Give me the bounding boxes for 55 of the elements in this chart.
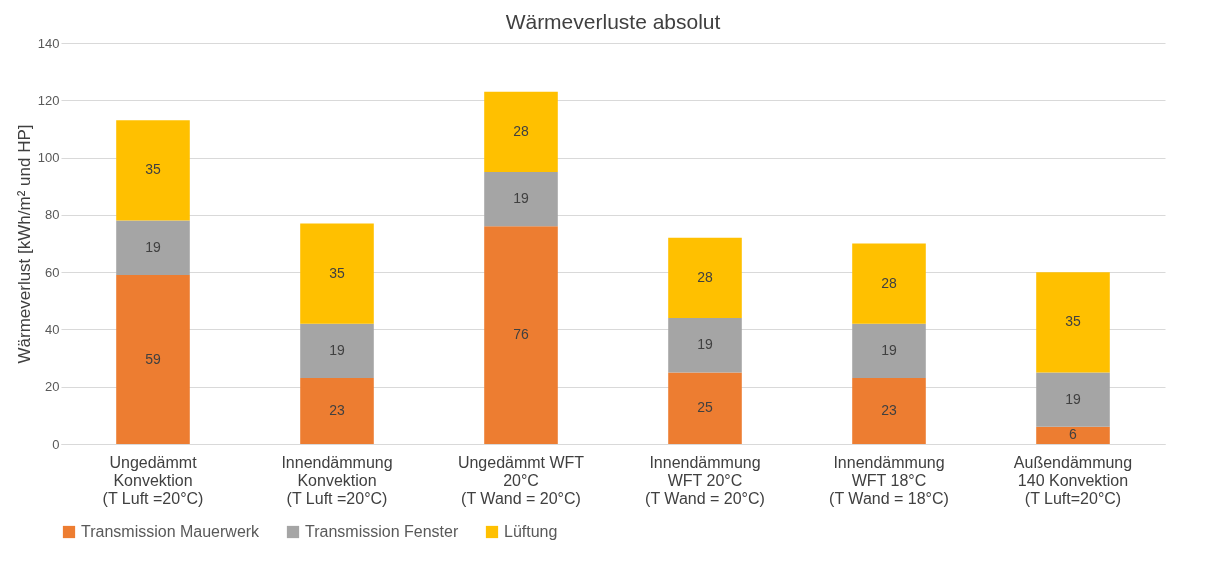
bar xyxy=(1036,272,1110,373)
data-label: 35 xyxy=(1065,313,1081,330)
data-label: 23 xyxy=(329,402,345,419)
bar xyxy=(1036,372,1110,427)
y-tick-label: 120 xyxy=(37,92,60,108)
bar xyxy=(852,378,926,444)
bar xyxy=(484,91,558,172)
y-tick-label: 40 xyxy=(45,321,60,337)
data-label: 76 xyxy=(513,326,529,343)
x-tick-label: Ungedämmt Konvektion (T Luft =20°C) xyxy=(102,453,204,507)
bar xyxy=(668,372,742,444)
data-label: 19 xyxy=(881,341,897,358)
data-label: 19 xyxy=(513,190,529,207)
y-tick-label: 140 xyxy=(37,35,60,51)
bar xyxy=(484,171,558,227)
bar xyxy=(300,378,374,444)
bar xyxy=(116,220,190,276)
bar xyxy=(300,323,374,379)
bar xyxy=(116,275,190,444)
data-label: 28 xyxy=(513,122,529,139)
data-label: 6 xyxy=(1069,426,1078,443)
y-tick-label: 100 xyxy=(37,150,60,166)
chart-title: Wärmeverluste absolut xyxy=(505,10,721,33)
data-label: 19 xyxy=(697,336,713,353)
x-tick-label: Außendämmung 140 Konvektion (T Luft=20°C) xyxy=(1013,453,1133,507)
data-label: 25 xyxy=(697,399,713,416)
bar xyxy=(668,237,742,318)
x-tick-label: Innendämmung WFT 18°C (T Wand = 18°C) xyxy=(829,453,949,507)
data-label: 35 xyxy=(329,264,345,281)
legend-label: Transmission Mauerwerk xyxy=(81,523,261,540)
y-tick-label: 0 xyxy=(52,436,60,452)
data-label: 28 xyxy=(881,274,897,291)
data-label: 19 xyxy=(1065,390,1081,407)
data-label: 19 xyxy=(145,238,161,255)
legend-label: Lüftung xyxy=(504,523,558,540)
bar xyxy=(668,317,742,373)
y-tick-label: 20 xyxy=(45,379,60,395)
y-axis-title: Wärmeverlust [kWh/m² und HP] xyxy=(14,124,34,364)
data-label: 59 xyxy=(145,350,161,367)
bar xyxy=(116,120,190,221)
bar xyxy=(484,226,558,444)
bar xyxy=(852,323,926,379)
x-tick-label: Innendämmung WFT 20°C (T Wand = 20°C) xyxy=(645,453,765,507)
x-tick-label: Ungedämmt WFT 20°C (T Wand = 20°C) xyxy=(457,453,585,507)
legend-label: Transmission Fenster xyxy=(305,523,459,540)
bar xyxy=(852,243,926,324)
y-tick-label: 60 xyxy=(45,264,60,280)
x-tick-label: Innendämmung Konvektion (T Luft =20°C) xyxy=(281,453,393,507)
bar xyxy=(1036,426,1110,444)
bar xyxy=(300,223,374,324)
data-label: 19 xyxy=(329,341,345,358)
data-label: 35 xyxy=(145,161,161,178)
data-label: 28 xyxy=(697,268,713,285)
y-tick-label: 80 xyxy=(45,207,60,223)
data-label: 23 xyxy=(881,402,897,419)
